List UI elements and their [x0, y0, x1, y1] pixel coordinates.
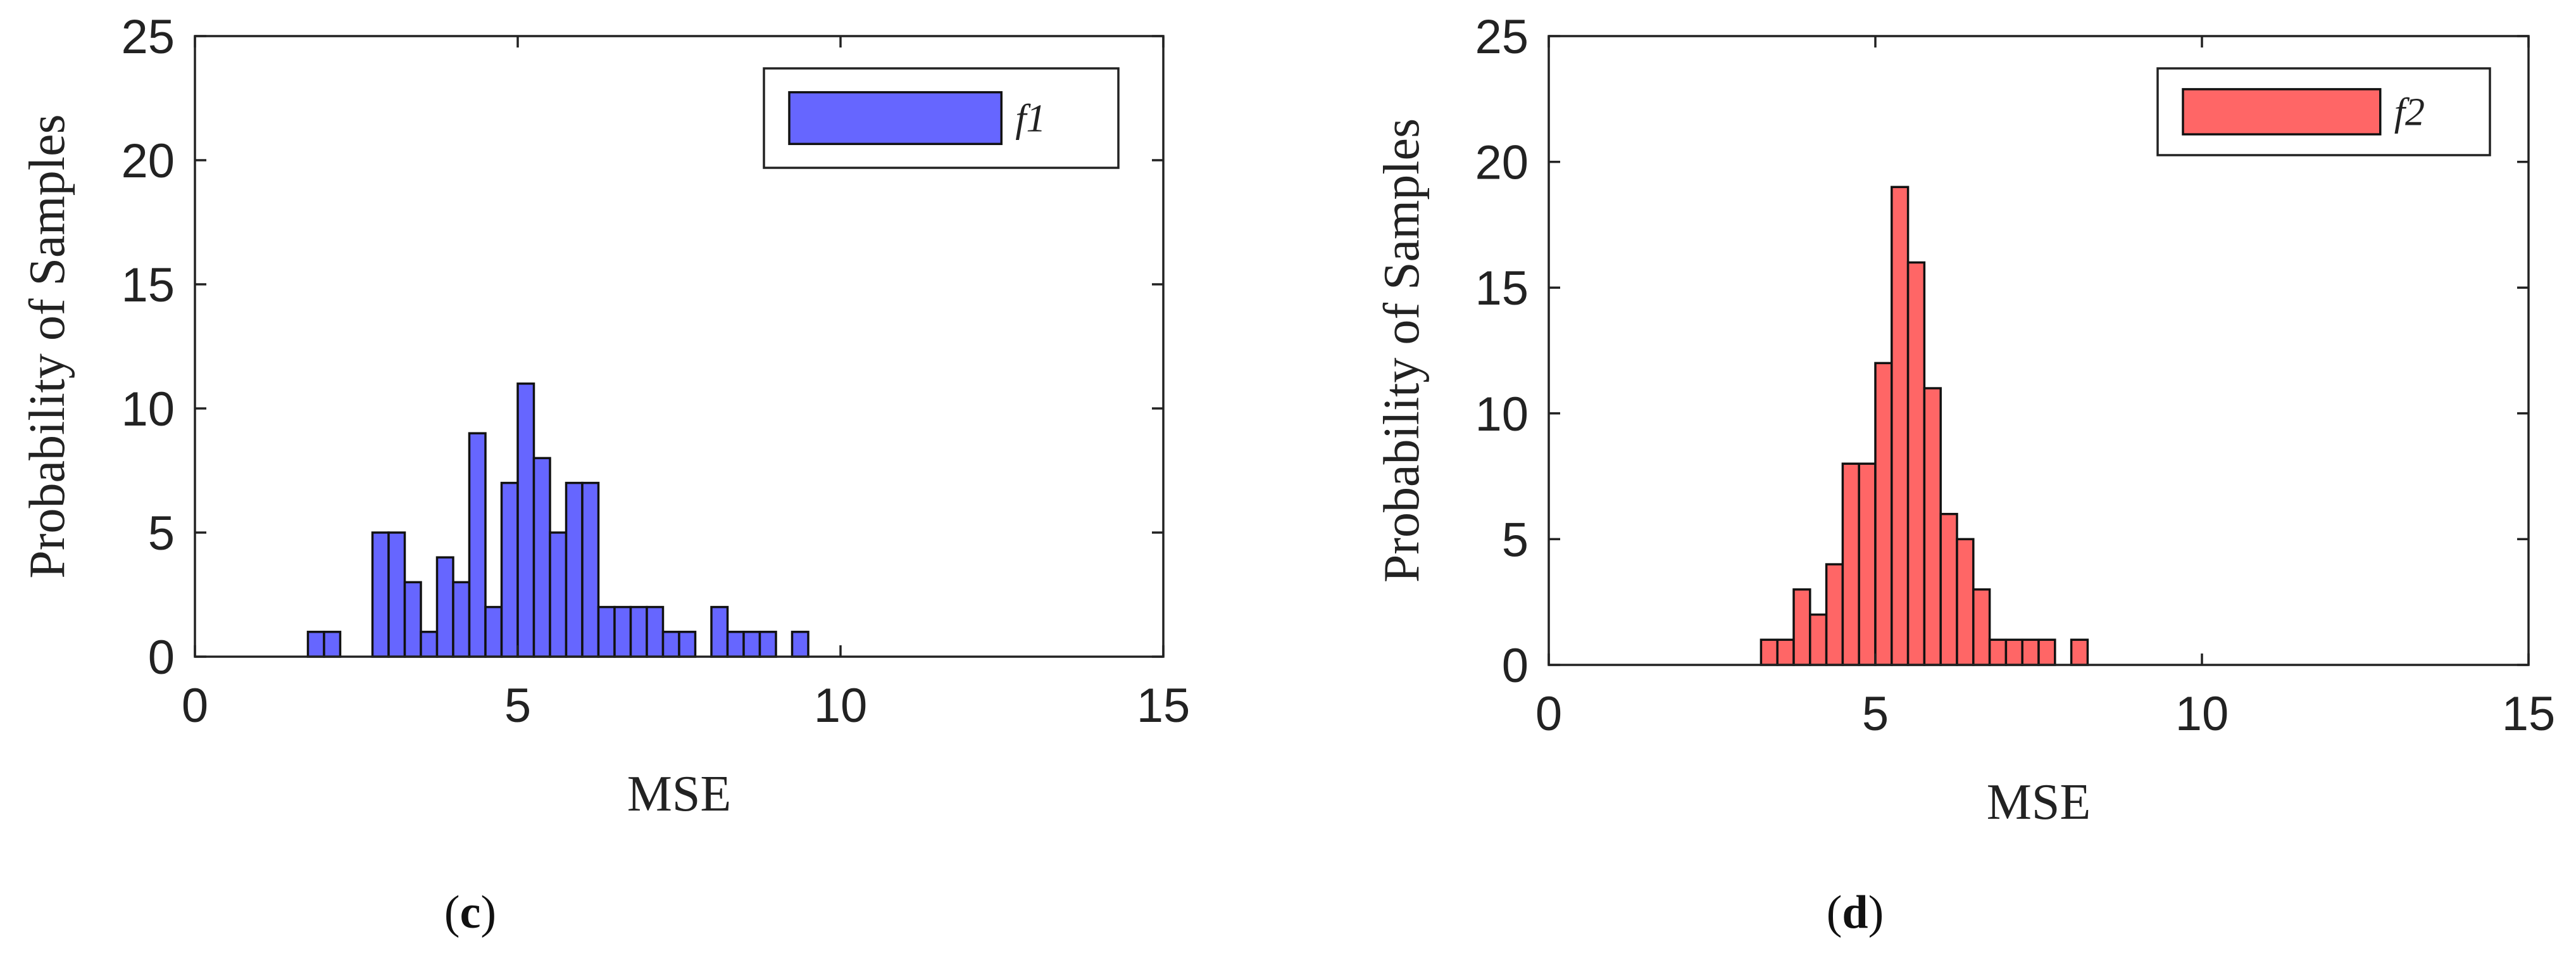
y-tick-label: 25	[1475, 10, 1529, 64]
histogram-bar	[403, 581, 422, 658]
x-tick-label: 15	[1137, 679, 1191, 733]
axes-box	[194, 35, 1165, 658]
histogram-bar	[1906, 261, 1926, 666]
x-tick-label: 15	[2502, 687, 2556, 741]
y-tick-label: 20	[1475, 136, 1529, 190]
y-axis-label: Probability of Samples	[20, 114, 75, 578]
legend-swatch	[788, 91, 1003, 146]
histogram-bar	[1858, 462, 1877, 666]
y-tick-label: 5	[148, 507, 175, 560]
histogram-bar	[2004, 638, 2023, 666]
y-tick-label: 0	[1502, 639, 1529, 693]
histogram-bar	[1760, 638, 1779, 666]
legend-label: f2	[2394, 91, 2425, 134]
histogram-bar	[1956, 538, 1975, 666]
y-tick-label: 5	[1502, 513, 1529, 567]
histogram-bar	[726, 631, 745, 658]
histogram-bar	[661, 631, 680, 658]
histogram-bar	[1841, 462, 1860, 666]
histogram-bar	[597, 605, 616, 658]
histogram-bar	[1891, 186, 1910, 666]
histogram-bar	[2037, 638, 2056, 666]
histogram-bar	[371, 531, 390, 658]
histogram-bar	[1792, 588, 1811, 666]
histogram-bar	[2021, 638, 2040, 666]
histogram-bar	[629, 605, 648, 658]
histogram-bar	[565, 481, 584, 658]
histogram-bar	[1988, 638, 2008, 666]
histogram-bar	[2070, 638, 2089, 666]
histogram-bar	[420, 631, 439, 658]
histogram-bar	[710, 605, 729, 658]
histogram-bar	[484, 605, 503, 658]
x-axis-label: MSE	[1987, 774, 2091, 830]
histogram-bar	[468, 432, 487, 658]
panel-label: (c)	[444, 887, 496, 938]
histogram-bar	[532, 457, 551, 658]
histogram-bar	[1825, 563, 1844, 666]
x-axis-label: MSE	[627, 766, 732, 822]
y-axis-label: Probability of Samples	[1374, 118, 1430, 583]
histogram-bar	[500, 481, 519, 658]
x-tick-label: 10	[814, 679, 868, 733]
y-tick-label: 25	[121, 10, 175, 64]
histogram-bar	[646, 605, 665, 658]
histogram-bar	[516, 382, 535, 658]
panel-label: (d)	[1827, 887, 1884, 938]
histogram-bar	[1776, 638, 1795, 666]
y-tick-label: 10	[1475, 388, 1529, 441]
x-tick-label: 5	[504, 679, 531, 733]
histogram-bar	[387, 531, 406, 658]
chart-panel-c: 0 5 10 15 0 5 10 15 20 25 MSE Probability of Sample…	[20, 10, 1190, 938]
axes-box	[1547, 35, 2530, 666]
x-tick-label: 0	[1535, 687, 1562, 741]
histogram-bar	[306, 631, 325, 658]
histogram-bar	[791, 631, 810, 658]
legend: f1	[763, 67, 1120, 169]
y-tick-label: 10	[121, 382, 175, 436]
histogram-bar	[1939, 512, 1958, 666]
histogram-bar	[1972, 588, 1991, 666]
x-tick-label: 10	[2175, 687, 2229, 741]
y-tick-label: 20	[121, 134, 175, 188]
x-tick-label: 0	[182, 679, 208, 733]
histogram-bar	[1923, 387, 1942, 666]
y-tick-label: 15	[1475, 262, 1529, 315]
histogram-bar	[452, 581, 471, 658]
histogram-bar	[613, 605, 632, 658]
legend-label: f1	[1015, 98, 1046, 141]
legend-swatch	[2182, 88, 2382, 136]
histogram-bar	[678, 631, 697, 658]
histogram-bar	[1809, 613, 1828, 666]
histogram-bar	[742, 631, 761, 658]
y-tick-label: 0	[148, 631, 175, 685]
histogram-bar	[435, 556, 454, 658]
histogram-bar	[758, 631, 777, 658]
histogram-bar	[323, 631, 342, 658]
chart-panel-d: 0 5 10 15 0 5 10 15 20 25 MSE Probability of Sample…	[1374, 10, 2555, 938]
histogram-bar	[581, 481, 600, 658]
histogram-bar	[1874, 362, 1893, 666]
legend: f2	[2156, 67, 2491, 156]
y-tick-label: 15	[121, 258, 175, 312]
x-tick-label: 5	[1862, 687, 1889, 741]
histogram-bar	[549, 531, 568, 658]
